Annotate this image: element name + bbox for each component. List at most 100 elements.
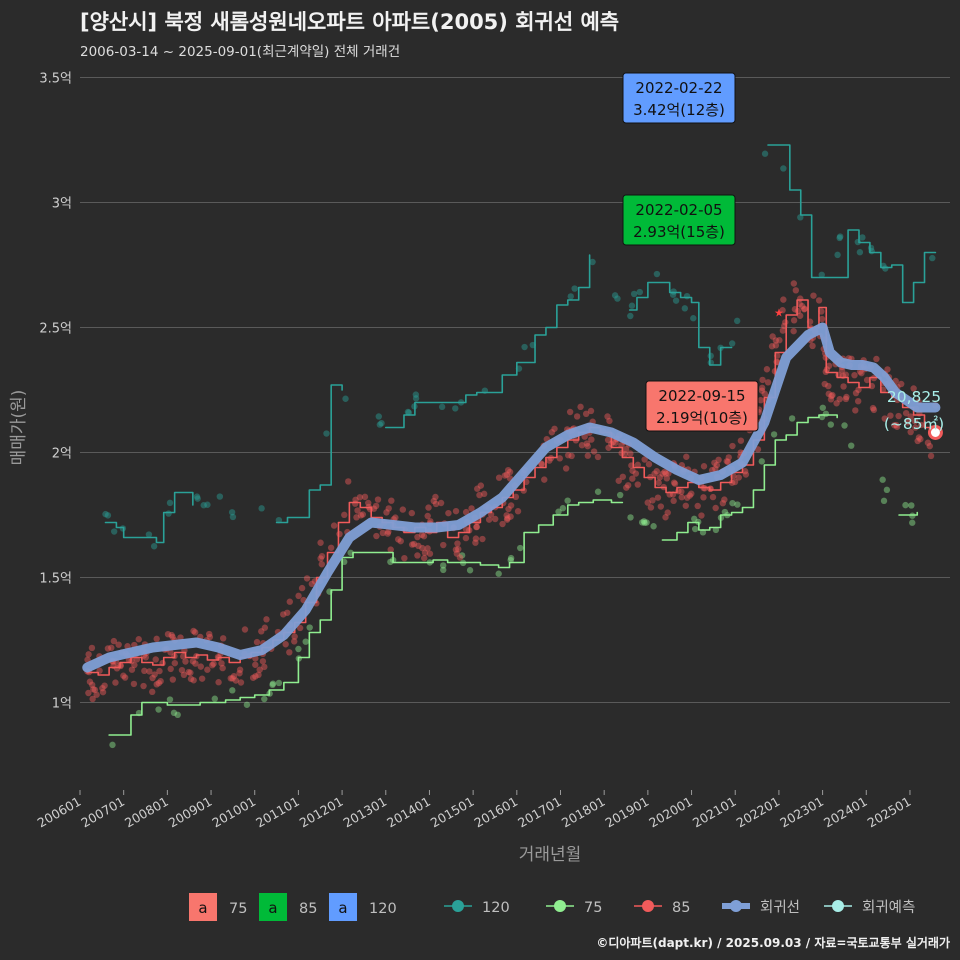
- scatter-point-85: [632, 470, 640, 477]
- scatter-point-85: [577, 403, 584, 411]
- scatter-point-85: [341, 511, 348, 519]
- scatter-point-85: [907, 413, 914, 420]
- scatter-point-120: [683, 292, 691, 300]
- scatter-point-85: [146, 668, 153, 675]
- scatter-point-85: [227, 675, 234, 682]
- scatter-point-120: [258, 505, 265, 512]
- scatter-point-75: [564, 497, 571, 504]
- scatter-point-85: [790, 327, 797, 335]
- scatter-point-120: [856, 249, 864, 256]
- scatter-point-75: [616, 491, 624, 499]
- scatter-point-85: [671, 480, 679, 487]
- legend-line-dot: [730, 900, 742, 912]
- scatter-point-85: [670, 479, 678, 486]
- scatter-point-120: [836, 234, 843, 242]
- scatter-point-85: [772, 342, 780, 349]
- scatter-point-85: [914, 437, 921, 445]
- scatter-point-120: [681, 305, 689, 312]
- scatter-point-85: [926, 442, 933, 450]
- scatter-point-85: [232, 677, 240, 684]
- scatter-point-85: [821, 380, 828, 388]
- scatter-point-85: [88, 681, 96, 689]
- scatter-point-120: [404, 408, 412, 416]
- scatter-point-85: [654, 494, 662, 501]
- annotation-box: [622, 194, 736, 246]
- scatter-point-120: [200, 502, 207, 509]
- scatter-point-75: [261, 695, 268, 703]
- annotation-date: 2022-02-22: [635, 79, 722, 97]
- scatter-point-85: [809, 342, 816, 350]
- scatter-point-85: [252, 673, 259, 680]
- scatter-point-85: [657, 503, 665, 510]
- scatter-point-85: [721, 496, 728, 503]
- scatter-point-85: [424, 512, 431, 520]
- scatter-point-85: [647, 504, 655, 511]
- scatter-point-85: [236, 666, 244, 673]
- scatter-point-75: [788, 415, 796, 422]
- scatter-point-85: [715, 456, 722, 464]
- annotation-price: 3.42억(12층): [633, 101, 725, 119]
- legend-label-key: a: [198, 899, 207, 917]
- scatter-point-85: [641, 456, 648, 463]
- y-tick-label: 1.5억: [39, 572, 72, 587]
- scatter-point-85: [653, 468, 660, 475]
- scatter-point-85: [796, 300, 803, 308]
- scatter-point-75: [275, 679, 283, 687]
- scatter-point-120: [412, 391, 420, 398]
- scatter-point-120: [323, 430, 330, 437]
- scatter-point-85: [131, 661, 138, 669]
- scatter-point-120: [228, 509, 236, 516]
- x-tick-label: 201101: [253, 794, 302, 831]
- scatter-point-75: [269, 681, 276, 689]
- scatter-point-85: [185, 668, 192, 676]
- scatter-point-85: [917, 435, 924, 443]
- scatter-point-85: [792, 287, 800, 294]
- scatter-point-85: [121, 674, 129, 681]
- scatter-point-85: [104, 645, 112, 652]
- scatter-point-85: [468, 505, 475, 512]
- legend-label-swatch: [329, 893, 357, 921]
- scatter-point-85: [662, 514, 669, 521]
- scatter-point-85: [452, 546, 460, 553]
- scatter-point-85: [169, 633, 176, 641]
- scatter-point-75: [229, 687, 236, 694]
- scatter-point-85: [688, 490, 695, 497]
- scatter-point-85: [612, 439, 619, 446]
- scatter-point-85: [917, 421, 925, 429]
- scatter-point-85: [627, 450, 634, 457]
- scatter-point-85: [590, 448, 598, 455]
- scatter-point-75: [643, 519, 650, 526]
- scatter-point-85: [169, 676, 177, 683]
- scatter-point-85: [779, 307, 786, 314]
- scatter-point-85: [284, 609, 291, 616]
- scatter-point-120: [194, 495, 201, 502]
- scatter-point-85: [605, 444, 612, 451]
- scatter-point-85: [629, 475, 636, 482]
- scatter-point-85: [538, 461, 545, 468]
- scatter-point-120: [438, 403, 446, 411]
- scatter-point-120: [150, 543, 158, 550]
- x-tick-label: 201201: [297, 794, 346, 831]
- scatter-point-85: [361, 493, 369, 501]
- scatter-point-120: [342, 395, 349, 402]
- scatter-point-85: [797, 295, 804, 302]
- legend-label-swatch: [189, 893, 217, 921]
- scatter-point-85: [187, 675, 195, 683]
- scatter-point-85: [149, 674, 156, 682]
- scatter-point-120: [165, 510, 172, 517]
- scatter-point-120: [728, 340, 736, 347]
- scatter-point-120: [412, 395, 420, 402]
- scatter-point-85: [408, 541, 416, 548]
- scatter-point-85: [584, 452, 592, 459]
- scatter-point-75: [721, 508, 729, 516]
- scatter-point-85: [453, 550, 461, 557]
- scatter-point-85: [912, 424, 919, 431]
- scatter-point-120: [614, 295, 621, 302]
- scatter-point-75: [650, 523, 657, 530]
- scatter-point-85: [678, 494, 685, 501]
- scatter-point-75: [827, 421, 834, 428]
- scatter-point-85: [776, 337, 783, 344]
- scatter-point-85: [546, 457, 553, 464]
- scatter-point-85: [485, 516, 493, 523]
